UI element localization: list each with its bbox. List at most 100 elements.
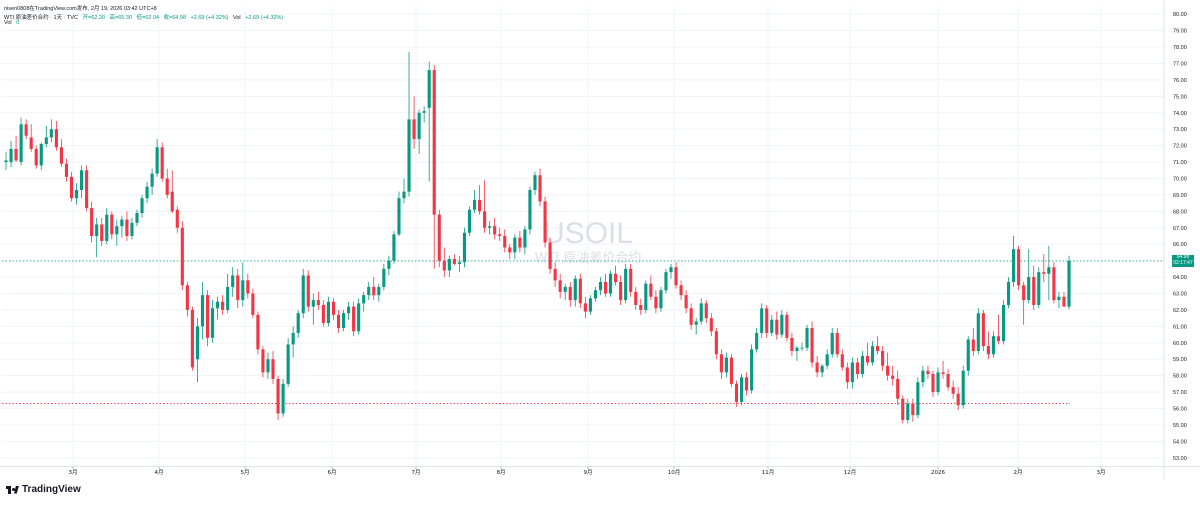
candle[interactable] (528, 186, 532, 235)
candles[interactable] (4, 52, 1071, 424)
candle[interactable] (825, 349, 829, 370)
candle[interactable] (800, 342, 804, 351)
candle[interactable] (629, 263, 633, 297)
candle[interactable] (367, 282, 371, 301)
candle[interactable] (770, 314, 774, 337)
tradingview-logo[interactable]: TradingView (6, 484, 81, 495)
candle[interactable] (921, 365, 925, 388)
candle[interactable] (719, 349, 723, 379)
candle[interactable] (427, 61, 431, 182)
candle[interactable] (956, 387, 960, 411)
candle[interactable] (724, 352, 728, 378)
candle[interactable] (175, 206, 179, 233)
candle[interactable] (649, 275, 653, 301)
candle[interactable] (548, 237, 552, 274)
candle[interactable] (105, 208, 109, 245)
candle[interactable] (34, 145, 38, 169)
candle[interactable] (64, 158, 69, 182)
candle[interactable] (729, 354, 734, 388)
candle[interactable] (412, 96, 416, 149)
candle[interactable] (513, 234, 517, 259)
candle[interactable] (568, 282, 572, 307)
candle[interactable] (694, 318, 698, 335)
candle[interactable] (246, 273, 250, 299)
candle[interactable] (805, 324, 809, 351)
candle[interactable] (578, 273, 582, 309)
candle[interactable] (896, 370, 900, 406)
candle[interactable] (301, 268, 305, 319)
instrument-title[interactable]: WTI 原油差价合约 · 1天 · TVC (4, 15, 78, 21)
candle[interactable] (553, 262, 557, 287)
candle[interactable] (39, 142, 43, 171)
candle[interactable] (457, 255, 461, 273)
candle[interactable] (966, 336, 970, 376)
candle[interactable] (588, 295, 592, 315)
candle[interactable] (120, 216, 124, 238)
candle[interactable] (1052, 262, 1056, 304)
candle[interactable] (417, 109, 421, 154)
candle[interactable] (135, 209, 139, 227)
candle[interactable] (790, 332, 794, 356)
candle[interactable] (145, 181, 149, 204)
candle[interactable] (336, 309, 341, 333)
candle[interactable] (901, 395, 905, 424)
candle[interactable] (276, 375, 280, 420)
candle[interactable] (679, 280, 683, 301)
candle[interactable] (563, 283, 567, 301)
candle[interactable] (926, 365, 930, 379)
candle[interactable] (931, 370, 935, 397)
candle[interactable] (674, 262, 678, 289)
candle[interactable] (296, 309, 300, 338)
candle[interactable] (165, 168, 169, 199)
candle[interactable] (795, 346, 799, 361)
candle[interactable] (573, 275, 577, 307)
candle[interactable] (311, 293, 315, 325)
candle[interactable] (347, 301, 351, 320)
candle[interactable] (543, 196, 547, 248)
candle[interactable] (669, 263, 673, 279)
candle[interactable] (49, 119, 53, 143)
candle[interactable] (478, 185, 482, 215)
candle[interactable] (54, 121, 58, 151)
candle[interactable] (321, 300, 325, 327)
candle[interactable] (352, 301, 356, 337)
time-axis[interactable]: 3月 4月 5月 6月 7月 8月 9月 10月 11月 12月 2026 2月 3月 (0, 466, 1200, 476)
candle[interactable] (261, 346, 265, 378)
candle[interactable] (810, 321, 814, 368)
candle[interactable] (382, 263, 386, 291)
candle[interactable] (226, 273, 230, 314)
candle[interactable] (74, 183, 79, 205)
candle[interactable] (357, 298, 361, 335)
candle[interactable] (1062, 291, 1066, 307)
candle[interactable] (624, 263, 628, 304)
candle[interactable] (881, 346, 885, 371)
candle[interactable] (845, 362, 849, 389)
candle[interactable] (281, 378, 285, 417)
candle[interactable] (498, 227, 502, 241)
candle[interactable] (216, 296, 220, 320)
candle[interactable] (830, 328, 834, 358)
candle[interactable] (684, 290, 688, 314)
candle[interactable] (739, 374, 744, 406)
candle[interactable] (840, 349, 844, 371)
candle[interactable] (865, 342, 870, 366)
candle[interactable] (709, 313, 713, 337)
candle[interactable] (1022, 282, 1026, 325)
candle[interactable] (971, 328, 975, 356)
candle[interactable] (1047, 245, 1051, 301)
candle[interactable] (231, 267, 235, 297)
candle[interactable] (95, 217, 99, 258)
candle[interactable] (472, 190, 477, 213)
candle[interactable] (9, 140, 13, 167)
candle[interactable] (155, 139, 159, 177)
candle[interactable] (271, 351, 275, 384)
candle[interactable] (488, 221, 492, 235)
candle[interactable] (775, 311, 779, 340)
candle[interactable] (664, 268, 668, 294)
candle[interactable] (377, 283, 381, 302)
candle[interactable] (130, 217, 134, 240)
candle[interactable] (326, 296, 330, 327)
candle[interactable] (835, 328, 839, 358)
candle[interactable] (467, 206, 472, 236)
